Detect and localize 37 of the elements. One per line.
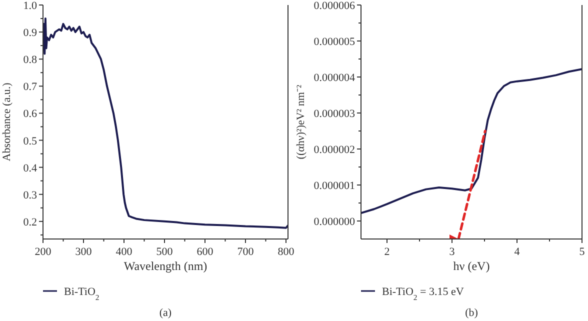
text: (b) [465, 307, 478, 319]
x-tick-label: 2 [384, 246, 390, 258]
x-axis-title: Wavelength (nm) [124, 259, 208, 273]
x-tick-label: 700 [237, 246, 254, 258]
x-tick-label: 5 [579, 246, 586, 258]
y-tick-label: 0.000000 [314, 216, 356, 228]
y-tick-label: 0.7 [23, 81, 38, 94]
y-axis-title: Absorbance (a.u.) [1, 82, 13, 162]
y-tick-label: 0.000003 [314, 108, 356, 120]
y-tick-label: 0.8 [23, 54, 38, 66]
x-axis-title: hν (eV) [453, 259, 490, 273]
y-tick-label: 0.3 [23, 189, 38, 202]
y-tick-label: 0.000005 [314, 36, 356, 48]
line-series [43, 18, 288, 229]
x-tick-label: 400 [116, 246, 133, 258]
x-tick-label: 500 [156, 246, 174, 258]
text: (a) [159, 307, 172, 319]
x-tick-label: 800 [278, 246, 295, 258]
y-tick-label: 0.000006 [314, 0, 356, 12]
legend-label: Bi-TiO$_{2}$ [64, 286, 100, 302]
y-tick-label: 0.000004 [314, 72, 356, 84]
y-tick-label: 0.000002 [314, 144, 355, 156]
x-tick-label: 4 [514, 246, 520, 258]
y-tick-label: 0.4 [23, 162, 38, 174]
y-tick-label: 0.6 [23, 108, 38, 120]
y-axis-title: ((αhν)²)eV² nm⁻² [295, 84, 307, 160]
x-tick-label: 600 [196, 246, 214, 258]
y-tick-label: 0.5 [23, 135, 38, 148]
x-tick-label: 3 [449, 246, 456, 258]
x-tick-label: 300 [75, 246, 92, 258]
x-tick-label: 200 [34, 246, 52, 258]
y-tick-label: 1.0 [23, 0, 38, 12]
legend-label: Bi-TiO$_{2}$ = 3.15 eV [382, 286, 464, 302]
y-tick-label: 0.9 [23, 27, 38, 40]
line-series [361, 68, 582, 214]
y-tick-label: 0.000001 [314, 180, 355, 192]
y-tick-label: 0.2 [23, 216, 37, 228]
